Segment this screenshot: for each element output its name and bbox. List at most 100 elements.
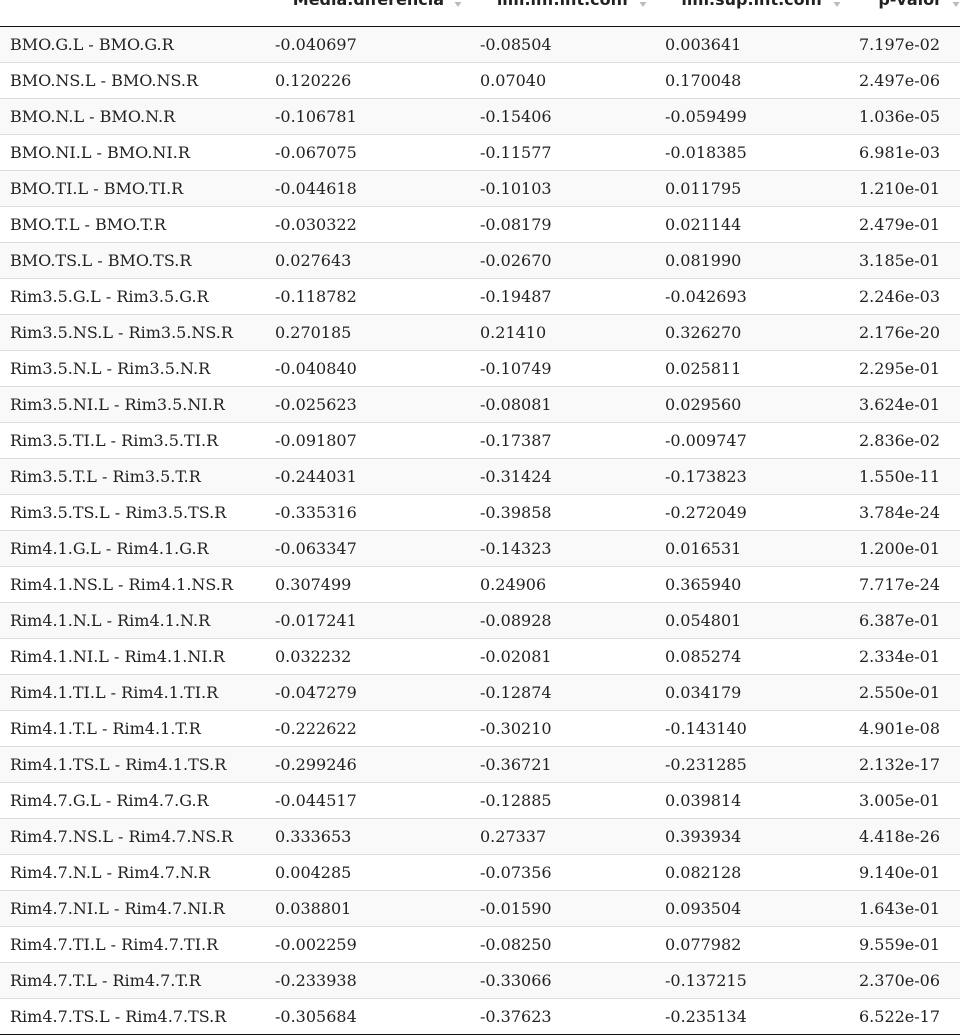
p-valor-cell: 3.624e-01 [849, 386, 960, 423]
row-label-cell: Rim4.1.TS.L - Rim4.1.TS.R [0, 746, 265, 783]
table-header: Media.diferencia lim.inf.int.conf lim.su… [0, 0, 960, 27]
p-valor-cell: 2.246e-03 [849, 278, 960, 315]
lim-inf-cell: -0.08179 [470, 206, 655, 243]
lim-inf-cell: -0.15406 [470, 98, 655, 135]
row-label-cell: BMO.N.L - BMO.N.R [0, 98, 265, 135]
table-row: Rim4.7.TS.L - Rim4.7.TS.R -0.305684 -0.376… [0, 998, 960, 1035]
table-row: BMO.T.L - BMO.T.R -0.030322 -0.08179 0.0211… [0, 206, 960, 243]
p-valor-cell: 1.643e-01 [849, 890, 960, 927]
row-label-cell: BMO.T.L - BMO.T.R [0, 206, 265, 243]
lim-inf-cell: -0.14323 [470, 530, 655, 567]
lim-sup-cell: 0.029560 [655, 386, 849, 423]
lim-inf-cell: -0.08928 [470, 602, 655, 639]
lim-sup-cell: -0.272049 [655, 494, 849, 531]
sort-both-icon[interactable] [952, 0, 960, 8]
media-diferencia-cell: -0.044517 [265, 782, 470, 819]
media-diferencia-cell: -0.044618 [265, 170, 470, 207]
sort-both-icon[interactable] [833, 0, 841, 8]
lim-sup-cell: 0.326270 [655, 314, 849, 351]
table-row: Rim4.1.NS.L - Rim4.1.NS.R 0.307499 0.24906… [0, 566, 960, 603]
table-row: BMO.TS.L - BMO.TS.R 0.027643 -0.02670 0.081… [0, 242, 960, 279]
lim-inf-cell: -0.02670 [470, 242, 655, 279]
p-valor-cell: 6.981e-03 [849, 134, 960, 171]
sort-both-icon[interactable] [454, 0, 462, 8]
lim-sup-cell: 0.003641 [655, 26, 849, 63]
table-row: Rim3.5.NI.L - Rim3.5.NI.R -0.025623 -0.080… [0, 386, 960, 423]
lim-sup-cell: 0.085274 [655, 638, 849, 675]
table-row: BMO.NS.L - BMO.NS.R 0.120226 0.07040 0.1700… [0, 62, 960, 99]
lim-inf-cell: -0.10103 [470, 170, 655, 207]
table-row: BMO.TI.L - BMO.TI.R -0.044618 -0.10103 0.01… [0, 170, 960, 207]
lim-sup-cell: 0.082128 [655, 854, 849, 891]
lim-sup-cell: 0.077982 [655, 926, 849, 963]
media-diferencia-cell: 0.307499 [265, 566, 470, 603]
row-label-cell: Rim4.7.G.L - Rim4.7.G.R [0, 782, 265, 819]
lim-inf-cell: -0.33066 [470, 962, 655, 999]
lim-inf-cell: 0.21410 [470, 314, 655, 351]
media-diferencia-cell: 0.027643 [265, 242, 470, 279]
table-row: BMO.G.L - BMO.G.R -0.040697 -0.08504 0.0036… [0, 26, 960, 63]
table-row: Rim3.5.TI.L - Rim3.5.TI.R -0.091807 -0.173… [0, 422, 960, 459]
media-diferencia-cell: 0.333653 [265, 818, 470, 855]
p-valor-cell: 4.418e-26 [849, 818, 960, 855]
p-valor-cell: 3.185e-01 [849, 242, 960, 279]
lim-sup-cell: -0.137215 [655, 962, 849, 999]
table-row: Rim4.7.NI.L - Rim4.7.NI.R 0.038801 -0.0159… [0, 890, 960, 927]
sort-both-icon[interactable] [639, 0, 647, 8]
column-header-lim-sup-int-conf[interactable]: lim.sup.int.conf [655, 0, 849, 27]
p-valor-cell: 2.295e-01 [849, 350, 960, 387]
media-diferencia-cell: -0.299246 [265, 746, 470, 783]
table-row: BMO.NI.L - BMO.NI.R -0.067075 -0.11577 -0.0… [0, 134, 960, 171]
media-diferencia-cell: -0.002259 [265, 926, 470, 963]
lim-sup-cell: 0.054801 [655, 602, 849, 639]
row-label-cell: Rim4.7.N.L - Rim4.7.N.R [0, 854, 265, 891]
p-valor-cell: 6.387e-01 [849, 602, 960, 639]
lim-inf-cell: -0.31424 [470, 458, 655, 495]
lim-sup-cell: 0.016531 [655, 530, 849, 567]
column-header-lim-inf-int-conf[interactable]: lim.inf.int.conf [470, 0, 655, 27]
row-label-cell: Rim4.1.NS.L - Rim4.1.NS.R [0, 566, 265, 603]
row-label-cell: Rim3.5.N.L - Rim3.5.N.R [0, 350, 265, 387]
row-label-cell: Rim3.5.NI.L - Rim3.5.NI.R [0, 386, 265, 423]
lim-inf-cell: 0.24906 [470, 566, 655, 603]
p-valor-cell: 3.005e-01 [849, 782, 960, 819]
row-label-cell: Rim3.5.TI.L - Rim3.5.TI.R [0, 422, 265, 459]
lim-sup-cell: 0.093504 [655, 890, 849, 927]
lim-inf-cell: -0.01590 [470, 890, 655, 927]
media-diferencia-cell: -0.222622 [265, 710, 470, 747]
lim-sup-cell: 0.170048 [655, 62, 849, 99]
table-row: Rim4.7.G.L - Rim4.7.G.R -0.044517 -0.12885… [0, 782, 960, 819]
p-valor-cell: 1.210e-01 [849, 170, 960, 207]
media-diferencia-cell: -0.030322 [265, 206, 470, 243]
p-valor-cell: 7.717e-24 [849, 566, 960, 603]
table-row: Rim4.1.G.L - Rim4.1.G.R -0.063347 -0.14323… [0, 530, 960, 567]
p-valor-cell: 1.550e-11 [849, 458, 960, 495]
media-diferencia-cell: 0.120226 [265, 62, 470, 99]
p-valor-cell: 7.197e-02 [849, 26, 960, 63]
media-diferencia-cell: -0.040840 [265, 350, 470, 387]
column-header-p-valor[interactable]: p-valor [849, 0, 960, 27]
lim-sup-cell: 0.025811 [655, 350, 849, 387]
table-row: Rim4.7.NS.L - Rim4.7.NS.R 0.333653 0.27337… [0, 818, 960, 855]
row-label-cell: Rim4.7.TS.L - Rim4.7.TS.R [0, 998, 265, 1035]
lim-inf-cell: -0.12874 [470, 674, 655, 711]
lim-inf-cell: 0.27337 [470, 818, 655, 855]
table-row: Rim3.5.TS.L - Rim3.5.TS.R -0.335316 -0.398… [0, 494, 960, 531]
lim-inf-cell: -0.39858 [470, 494, 655, 531]
media-diferencia-cell: -0.040697 [265, 26, 470, 63]
table-row: Rim4.7.TI.L - Rim4.7.TI.R -0.002259 -0.082… [0, 926, 960, 963]
row-label-cell: Rim4.7.T.L - Rim4.7.T.R [0, 962, 265, 999]
media-diferencia-cell: -0.335316 [265, 494, 470, 531]
media-diferencia-cell: -0.106781 [265, 98, 470, 135]
row-label-cell: Rim4.1.TI.L - Rim4.1.TI.R [0, 674, 265, 711]
column-header-media-diferencia[interactable]: Media.diferencia [265, 0, 470, 27]
row-label-cell: Rim4.1.T.L - Rim4.1.T.R [0, 710, 265, 747]
lim-sup-cell: 0.393934 [655, 818, 849, 855]
column-header-label: Media.diferencia [293, 0, 444, 8]
media-diferencia-cell: 0.004285 [265, 854, 470, 891]
column-header-rownames[interactable] [0, 0, 265, 27]
row-label-cell: Rim4.7.NI.L - Rim4.7.NI.R [0, 890, 265, 927]
p-valor-cell: 2.176e-20 [849, 314, 960, 351]
column-header-label: p-valor [878, 0, 942, 8]
